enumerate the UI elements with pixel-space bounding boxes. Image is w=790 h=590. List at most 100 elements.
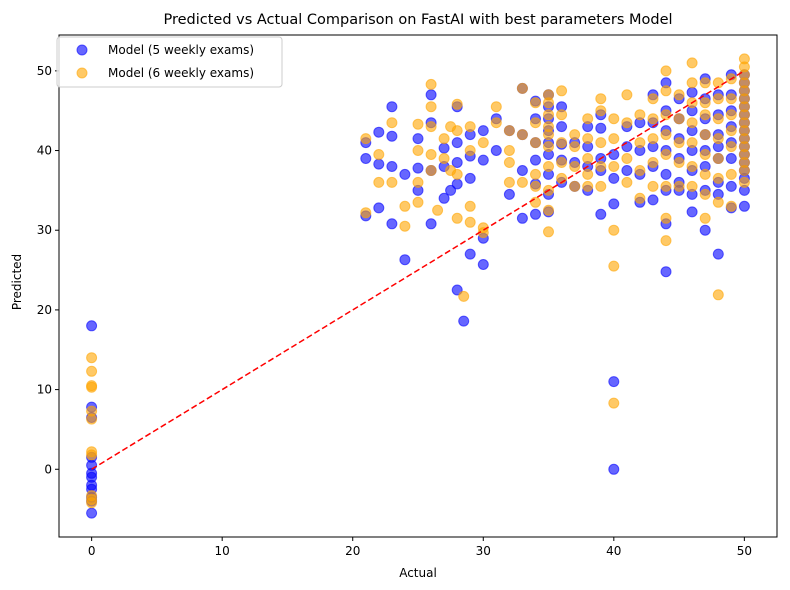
data-point xyxy=(516,165,528,176)
data-point xyxy=(595,137,607,149)
data-point xyxy=(543,204,554,216)
data-point xyxy=(621,117,633,129)
data-point xyxy=(503,145,515,156)
data-point xyxy=(608,172,620,184)
data-point xyxy=(647,194,659,206)
data-point xyxy=(686,180,698,192)
data-point xyxy=(360,153,372,164)
data-point xyxy=(647,93,659,105)
data-point xyxy=(477,125,489,137)
data-point xyxy=(86,449,98,461)
data-point xyxy=(621,153,633,164)
data-point xyxy=(725,180,737,192)
legend-marker-5-weekly xyxy=(76,44,88,56)
data-point xyxy=(556,109,568,121)
data-point xyxy=(464,145,476,156)
data-point xyxy=(699,149,711,160)
data-point xyxy=(699,129,711,141)
data-point xyxy=(373,126,385,138)
data-point xyxy=(725,93,737,105)
data-point xyxy=(464,248,476,260)
data-point xyxy=(647,113,659,125)
data-point xyxy=(360,207,372,219)
data-point xyxy=(451,284,463,296)
data-point xyxy=(399,254,411,266)
data-point xyxy=(543,129,554,141)
data-point xyxy=(425,149,437,160)
data-point xyxy=(725,200,737,212)
data-point xyxy=(712,196,724,208)
data-point xyxy=(621,89,633,101)
data-point xyxy=(490,101,502,113)
data-point xyxy=(556,137,568,149)
data-point xyxy=(686,137,698,149)
data-point xyxy=(543,97,554,109)
data-point xyxy=(412,145,424,156)
data-point xyxy=(86,497,98,509)
data-point xyxy=(634,192,646,204)
data-point xyxy=(660,109,672,121)
data-point xyxy=(530,168,541,180)
y-tick-label: 30 xyxy=(37,223,52,237)
data-point xyxy=(621,176,633,188)
data-point xyxy=(543,161,554,172)
data-point xyxy=(490,117,502,129)
data-point xyxy=(477,137,489,149)
data-point xyxy=(373,158,385,170)
x-axis-label: Actual xyxy=(399,566,437,580)
data-point xyxy=(530,154,541,166)
data-point xyxy=(582,113,594,125)
data-point xyxy=(386,117,398,129)
x-tick-label: 30 xyxy=(476,544,491,558)
data-point xyxy=(738,200,750,212)
data-point xyxy=(530,180,541,192)
data-point xyxy=(608,376,620,388)
data-point xyxy=(595,161,607,172)
data-point xyxy=(634,165,646,176)
data-point xyxy=(725,153,737,164)
data-point xyxy=(412,196,424,208)
data-point xyxy=(464,216,476,228)
data-point xyxy=(686,57,698,69)
data-point xyxy=(673,157,685,168)
data-point xyxy=(516,82,528,94)
data-point xyxy=(543,226,554,238)
data-point xyxy=(438,142,450,154)
data-point xyxy=(425,78,437,90)
data-point xyxy=(712,153,724,164)
data-point xyxy=(425,165,437,176)
legend-frame xyxy=(56,36,283,88)
data-point xyxy=(686,161,698,172)
axes: 0 10 20 30 40 50 0 10 20 30 40 50 xyxy=(37,34,778,558)
data-point xyxy=(451,137,463,149)
data-point xyxy=(712,172,724,184)
data-point xyxy=(543,141,554,153)
data-point xyxy=(725,109,737,121)
data-point xyxy=(660,85,672,97)
data-point xyxy=(503,157,515,168)
data-point xyxy=(699,109,711,121)
data-point xyxy=(412,133,424,145)
data-point xyxy=(530,97,541,109)
data-point xyxy=(386,101,398,113)
data-point xyxy=(412,176,424,188)
x-tick-label: 50 xyxy=(737,544,752,558)
data-point xyxy=(386,130,398,142)
data-point xyxy=(595,105,607,117)
data-point xyxy=(530,117,541,129)
data-point xyxy=(660,168,672,180)
data-point xyxy=(686,117,698,129)
data-point xyxy=(86,413,98,425)
data-point xyxy=(86,507,98,519)
y-tick-label: 50 xyxy=(37,64,52,78)
data-point xyxy=(451,212,463,224)
data-point xyxy=(386,176,398,188)
data-point xyxy=(373,149,385,160)
data-point xyxy=(530,137,541,149)
data-point xyxy=(738,165,750,176)
data-point xyxy=(595,180,607,192)
data-point xyxy=(569,161,581,172)
data-point xyxy=(516,176,528,188)
